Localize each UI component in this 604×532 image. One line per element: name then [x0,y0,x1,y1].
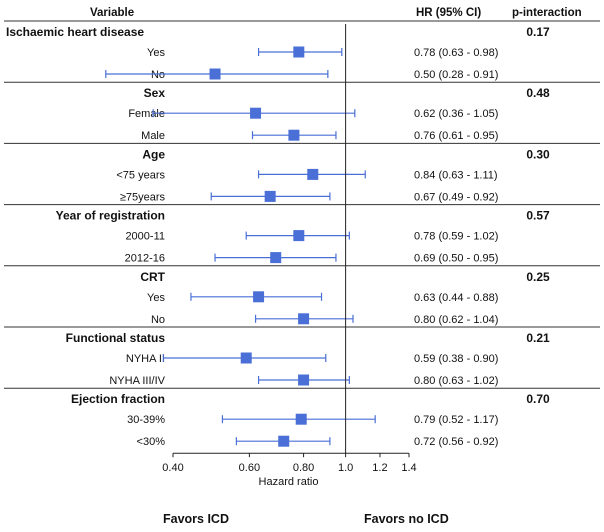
hr-point-marker [295,413,307,425]
forest-row: NYHA II 0.59 (0.38 - 0.90) [126,352,498,365]
hr-ci-value: 0.78 (0.63 - 0.98) [414,47,498,59]
subgroup-label: <75 years [116,169,165,181]
x-tick-label: 0.60 [239,462,260,474]
forest-row: NYHA III/IV 0.80 (0.63 - 1.02) [109,374,498,387]
x-axis: Hazard ratio 0.40 0.60 0.80 1.0 1.2 1.4 [162,452,417,488]
forest-row: 2012-16 0.69 (0.50 - 0.95) [125,252,498,265]
hr-ci-value: 0.76 (0.61 - 0.95) [414,130,498,142]
hr-ci-value: 0.84 (0.63 - 1.11) [414,169,498,181]
x-axis-label: Hazard ratio [259,476,319,488]
subgroup-label: ≥75years [120,191,166,203]
x-tick-label: 1.2 [372,462,387,474]
p-interaction-value: 0.70 [526,392,550,406]
subgroup: Ischaemic heart disease 0.17 Yes 0.78 (0.63… [4,20,600,81]
subgroup-label: Female [128,108,165,120]
p-interaction-value: 0.21 [526,331,550,345]
subgroup-label: 2012-16 [125,253,165,265]
hr-point-marker [288,129,300,141]
hr-point-marker [293,230,305,242]
subgroup: CRT 0.25 Yes 0.63 (0.44 - 0.88) No 0.80 (0.62… [4,265,600,326]
hr-ci-value: 0.67 (0.49 - 0.92) [414,191,498,203]
hr-point-marker [264,190,276,202]
forest-row: No 0.80 (0.62 - 1.04) [151,313,498,326]
subgroup-label: NYHA II [126,353,165,365]
subgroup: Sex 0.48 Female 0.62 (0.36 - 1.05) Male 0.76 … [4,81,600,142]
forest-row: Yes 0.63 (0.44 - 0.88) [147,291,498,304]
hr-point-marker [298,374,310,386]
forest-row: Male 0.76 (0.61 - 0.95) [141,129,498,142]
subgroup: Ejection fraction 0.70 30-39% 0.79 (0.52 - … [4,387,600,448]
forest-row: <75 years 0.84 (0.63 - 1.11) [116,168,498,181]
hr-ci-header: HR (95% CI) [416,7,481,19]
x-tick-label: 1.0 [338,462,353,474]
p-interaction-value: 0.48 [526,86,550,100]
forest-row: ≥75years 0.67 (0.49 - 0.92) [120,190,498,203]
favors-no-icd-label: Favors no ICD [364,512,449,526]
forest-row: Yes 0.78 (0.63 - 0.98) [147,46,498,59]
subgroup-label: Male [141,130,165,142]
hr-point-marker [209,68,221,80]
subgroup: Year of registration 0.57 2000-11 0.78 (0.5… [4,204,600,265]
hr-ci-value: 0.78 (0.59 - 1.02) [414,231,498,243]
subgroup-label: No [151,314,165,326]
p-interaction-value: 0.30 [526,147,550,161]
hr-ci-value: 0.69 (0.50 - 0.95) [414,253,498,265]
hr-point-marker [298,313,310,325]
group-label: Ischaemic heart disease [6,25,144,39]
p-interaction-value: 0.57 [526,209,550,223]
group-label: Year of registration [56,209,165,223]
hr-ci-value: 0.50 (0.28 - 0.91) [414,69,498,81]
subgroup-label: NYHA III/IV [109,375,165,387]
p-interaction-header: p-interaction [512,7,582,19]
p-interaction-value: 0.17 [526,25,550,39]
forest-row: 30-39% 0.79 (0.52 - 1.17) [127,413,498,426]
forest-row: <30% 0.72 (0.56 - 0.92) [137,435,498,448]
hr-point-marker [240,352,252,364]
hr-ci-value: 0.62 (0.36 - 1.05) [414,108,498,120]
p-interaction-value: 0.25 [526,270,550,284]
group-label: Functional status [66,331,166,345]
forest-row: 2000-11 0.78 (0.59 - 1.02) [125,230,498,243]
hr-point-marker [253,291,265,303]
forest-row: Female 0.62 (0.36 - 1.05) [128,107,498,120]
group-label: Ejection fraction [71,392,165,406]
subgroup-label: No [151,69,165,81]
hr-point-marker [270,252,282,264]
forest-rows: Ischaemic heart disease 0.17 Yes 0.78 (0.63… [4,20,600,448]
hr-ci-value: 0.79 (0.52 - 1.17) [414,414,498,426]
hr-ci-value: 0.80 (0.62 - 1.04) [414,314,498,326]
group-label: CRT [140,270,165,284]
subgroup: Age 0.30 <75 years 0.84 (0.63 - 1.11) ≥75yea… [4,142,600,203]
forest-row: No 0.50 (0.28 - 0.91) [105,68,498,81]
subgroup-label: <30% [137,436,166,448]
hr-ci-value: 0.72 (0.56 - 0.92) [414,436,498,448]
variable-header: Variable [90,7,134,19]
group-label: Sex [144,86,166,100]
x-tick-label: 0.40 [162,462,183,474]
x-tick-label: 0.80 [293,462,314,474]
hr-point-marker [250,107,262,119]
hr-ci-value: 0.59 (0.38 - 0.90) [414,353,498,365]
subgroup: Functional status 0.21 NYHA II 0.59 (0.38 -… [4,326,600,387]
favors-icd-label: Favors ICD [163,512,229,526]
hr-ci-value: 0.63 (0.44 - 0.88) [414,292,498,304]
subgroup-label: 30-39% [127,414,165,426]
hr-point-marker [307,168,319,180]
hr-point-marker [278,435,290,447]
subgroup-label: Yes [147,292,165,304]
group-label: Age [142,147,165,161]
x-tick-label: 1.4 [401,462,416,474]
header-row: Variable HR (95% CI) p-interaction [90,7,582,19]
subgroup-label: Yes [147,47,165,59]
hr-point-marker [293,46,305,58]
subgroup-label: 2000-11 [125,231,165,243]
hr-ci-value: 0.80 (0.63 - 1.02) [414,375,498,387]
